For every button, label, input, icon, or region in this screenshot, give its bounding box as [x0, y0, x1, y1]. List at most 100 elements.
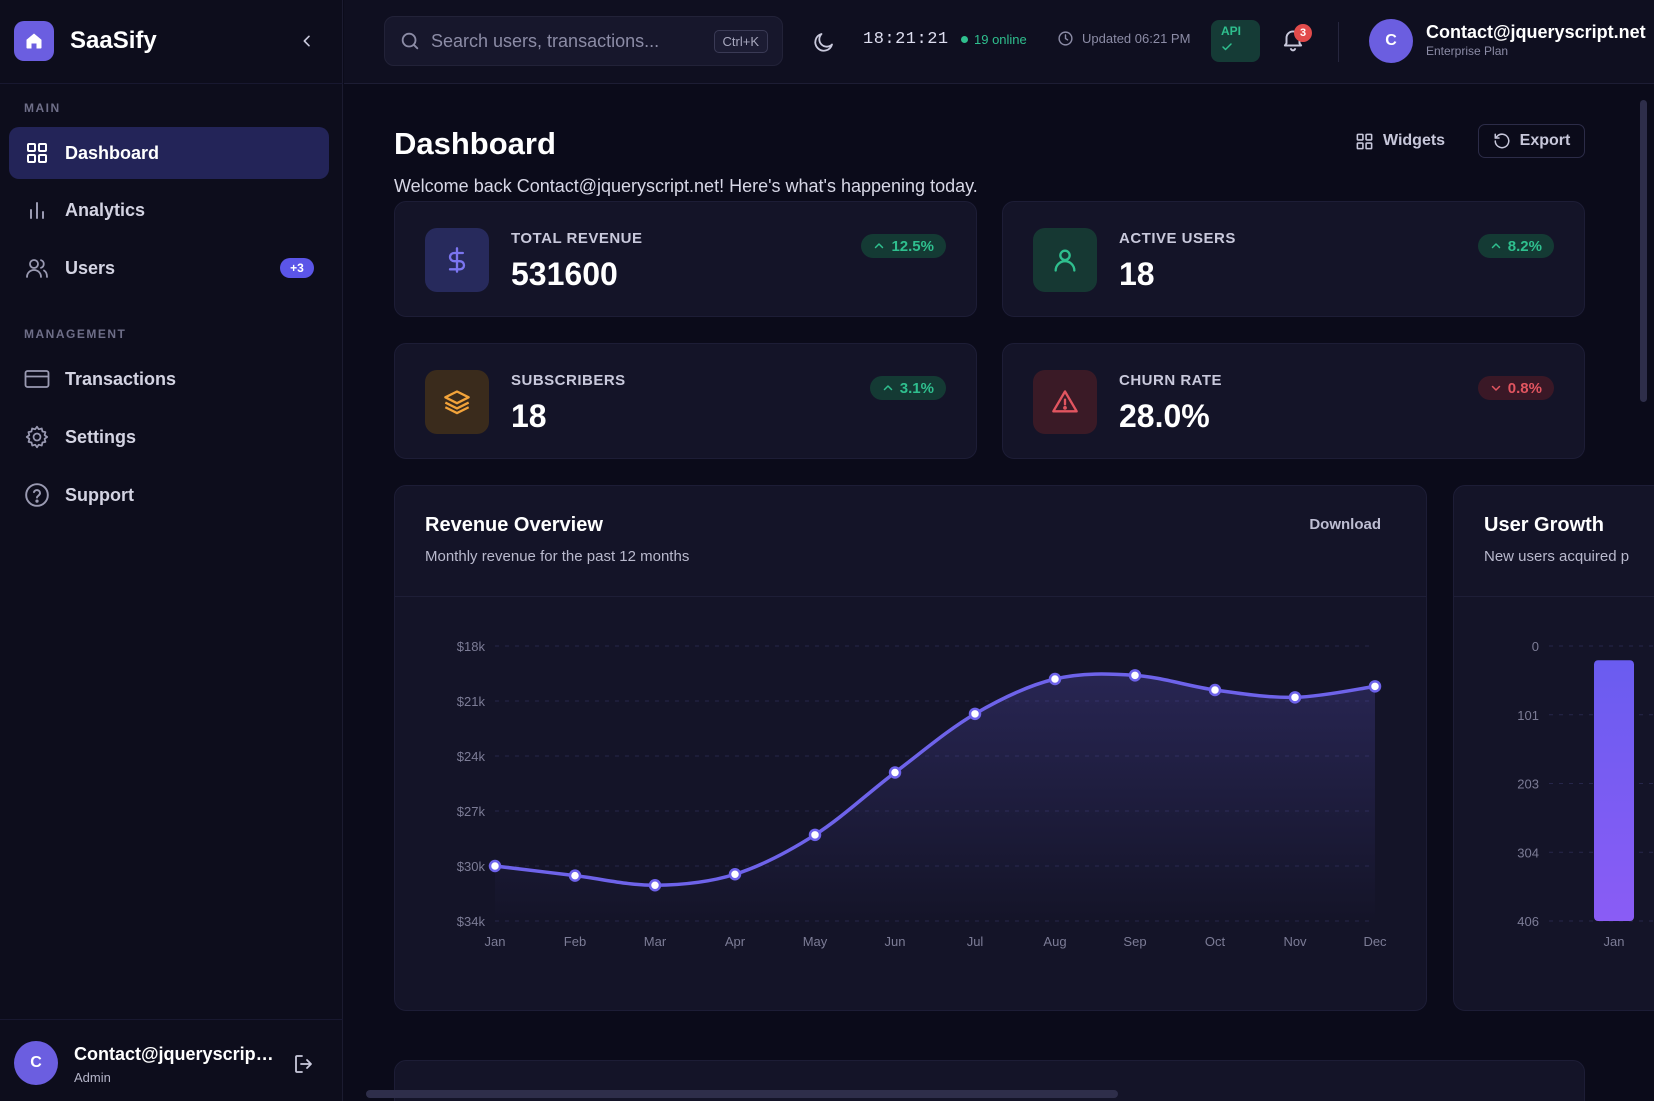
user-plan: Enterprise Plan	[1426, 44, 1509, 58]
welcome-message: Welcome back Contact@jqueryscript.net! H…	[394, 176, 978, 196]
stat-card-active-users: ACTIVE USERS 18 8.2%	[1002, 201, 1585, 317]
data-point	[1048, 672, 1062, 686]
chart-title: Revenue Overview	[425, 514, 603, 536]
data-point	[1288, 691, 1302, 704]
trend-value: 3.1%	[899, 379, 934, 397]
online-count: 19 online	[974, 32, 1027, 47]
x-tick-label: Mar	[644, 934, 667, 949]
avatar[interactable]: C	[14, 1041, 58, 1085]
online-status: 19 online	[961, 32, 1027, 47]
stat-value: 28.0%	[1119, 398, 1210, 434]
bar-chart-icon	[24, 197, 50, 223]
notification-count-badge: 3	[1294, 24, 1312, 42]
revenue-line-chart: $18k $21k $24k $27k $30k $34k Jan Feb Mar Apr May J…	[457, 639, 1387, 949]
x-tick-label: Jan	[485, 934, 506, 949]
grid-icon	[24, 140, 50, 166]
help-circle-icon	[24, 482, 50, 508]
data-point	[648, 879, 662, 892]
y-tick-label: 203	[1517, 777, 1539, 792]
widgets-button[interactable]: Widgets	[1355, 124, 1445, 158]
home-icon	[14, 21, 54, 61]
stat-label: TOTAL REVENUE	[511, 230, 643, 247]
chevron-down-icon	[1491, 385, 1501, 391]
logout-icon[interactable]	[290, 1050, 318, 1078]
sidebar-item-transactions[interactable]: Transactions	[9, 353, 329, 405]
users-icon	[24, 255, 50, 281]
sidebar-item-label: Settings	[65, 426, 137, 447]
divider	[395, 596, 1426, 597]
horizontal-scrollbar-thumb[interactable]	[366, 1090, 1118, 1098]
section-label-main: MAIN	[24, 101, 61, 115]
sidebar-item-label: Analytics	[65, 199, 146, 220]
x-tick-label: Jan	[1604, 934, 1625, 949]
chevron-up-icon	[875, 243, 884, 249]
trend-value: 8.2%	[1507, 237, 1542, 255]
divider	[1454, 596, 1654, 597]
bar	[1594, 660, 1634, 921]
sidebar-item-support[interactable]: Support	[9, 469, 329, 521]
footer-user-name: Contact@jqueryscript.net	[74, 1044, 274, 1064]
avatar[interactable]: C	[1369, 19, 1413, 63]
stat-label: SUBSCRIBERS	[511, 372, 626, 389]
y-tick-label: 101	[1517, 708, 1539, 723]
sidebar: SaaSify MAIN Dashboard Analytics Users +…	[0, 0, 343, 1101]
export-label: Export	[1519, 132, 1571, 149]
data-point	[1208, 683, 1222, 697]
sidebar-item-users[interactable]: Users +3	[9, 242, 329, 294]
shortcut-hint: Ctrl+K	[713, 29, 768, 53]
sidebar-item-dashboard[interactable]: Dashboard	[9, 127, 329, 179]
last-updated: Updated 06:21 PM	[1057, 30, 1190, 47]
credit-card-icon	[24, 366, 50, 392]
vertical-scrollbar-thumb[interactable]	[1640, 100, 1647, 402]
user-name[interactable]: Contact@jqueryscript.net	[1426, 22, 1646, 42]
footer-user-role: Admin	[74, 1070, 111, 1085]
y-tick-label: $34k	[457, 914, 486, 929]
x-tick-label: Feb	[564, 934, 586, 949]
sidebar-item-analytics[interactable]: Analytics	[9, 184, 329, 236]
clock-icon	[1057, 30, 1074, 47]
sidebar-footer: C Contact@jqueryscript.net Admin	[0, 1019, 343, 1101]
chevron-left-icon[interactable]	[294, 28, 320, 54]
data-point	[808, 828, 822, 842]
chart-title: User Growth	[1484, 514, 1605, 536]
data-point	[888, 766, 902, 779]
trend-value: 12.5%	[891, 237, 934, 255]
x-tick-label: Jun	[885, 934, 906, 949]
stat-label: ACTIVE USERS	[1119, 230, 1236, 247]
trend-badge: 3.1%	[869, 376, 946, 400]
api-label: API	[1221, 24, 1242, 38]
stat-value: 18	[1119, 256, 1155, 292]
data-point	[728, 868, 742, 881]
export-button[interactable]: Export	[1478, 124, 1585, 158]
trend-badge: 12.5%	[861, 234, 946, 258]
download-button[interactable]: Download	[1309, 516, 1381, 533]
api-status-badge[interactable]: API	[1211, 20, 1260, 62]
revenue-overview-card: Revenue Overview Monthly revenue for the…	[394, 485, 1427, 1011]
trend-value: 0.8%	[1507, 379, 1542, 397]
stat-value: 531600	[511, 256, 618, 292]
y-tick-label: 304	[1517, 845, 1539, 860]
dollar-icon	[425, 228, 489, 292]
stat-card-total-revenue: TOTAL REVENUE 531600 12.5%	[394, 201, 977, 317]
divider	[0, 83, 343, 84]
chevron-up-icon	[1491, 243, 1501, 249]
moon-icon[interactable]	[810, 28, 838, 56]
user-icon	[1033, 228, 1097, 292]
stat-card-churn-rate: CHURN RATE 28.0% 0.8%	[1002, 343, 1585, 459]
users-count-badge: +3	[280, 258, 314, 278]
search-box[interactable]: Ctrl+K	[384, 16, 783, 66]
layers-icon	[425, 370, 489, 434]
trend-badge: 8.2%	[1477, 234, 1554, 258]
data-point	[568, 869, 582, 882]
stat-value: 18	[511, 398, 547, 434]
area-fill	[495, 673, 1375, 921]
x-tick-label: Apr	[725, 934, 746, 949]
sidebar-item-settings[interactable]: Settings	[9, 411, 329, 463]
brand[interactable]: SaaSify	[14, 21, 157, 61]
x-tick-label: Nov	[1283, 934, 1307, 949]
user-growth-card: User Growth New users acquired p 0 101 203…	[1453, 485, 1654, 1011]
alert-triangle-icon	[1033, 370, 1097, 434]
gear-icon	[24, 424, 50, 450]
x-tick-label: Jul	[967, 934, 984, 949]
search-input[interactable]	[431, 30, 714, 52]
